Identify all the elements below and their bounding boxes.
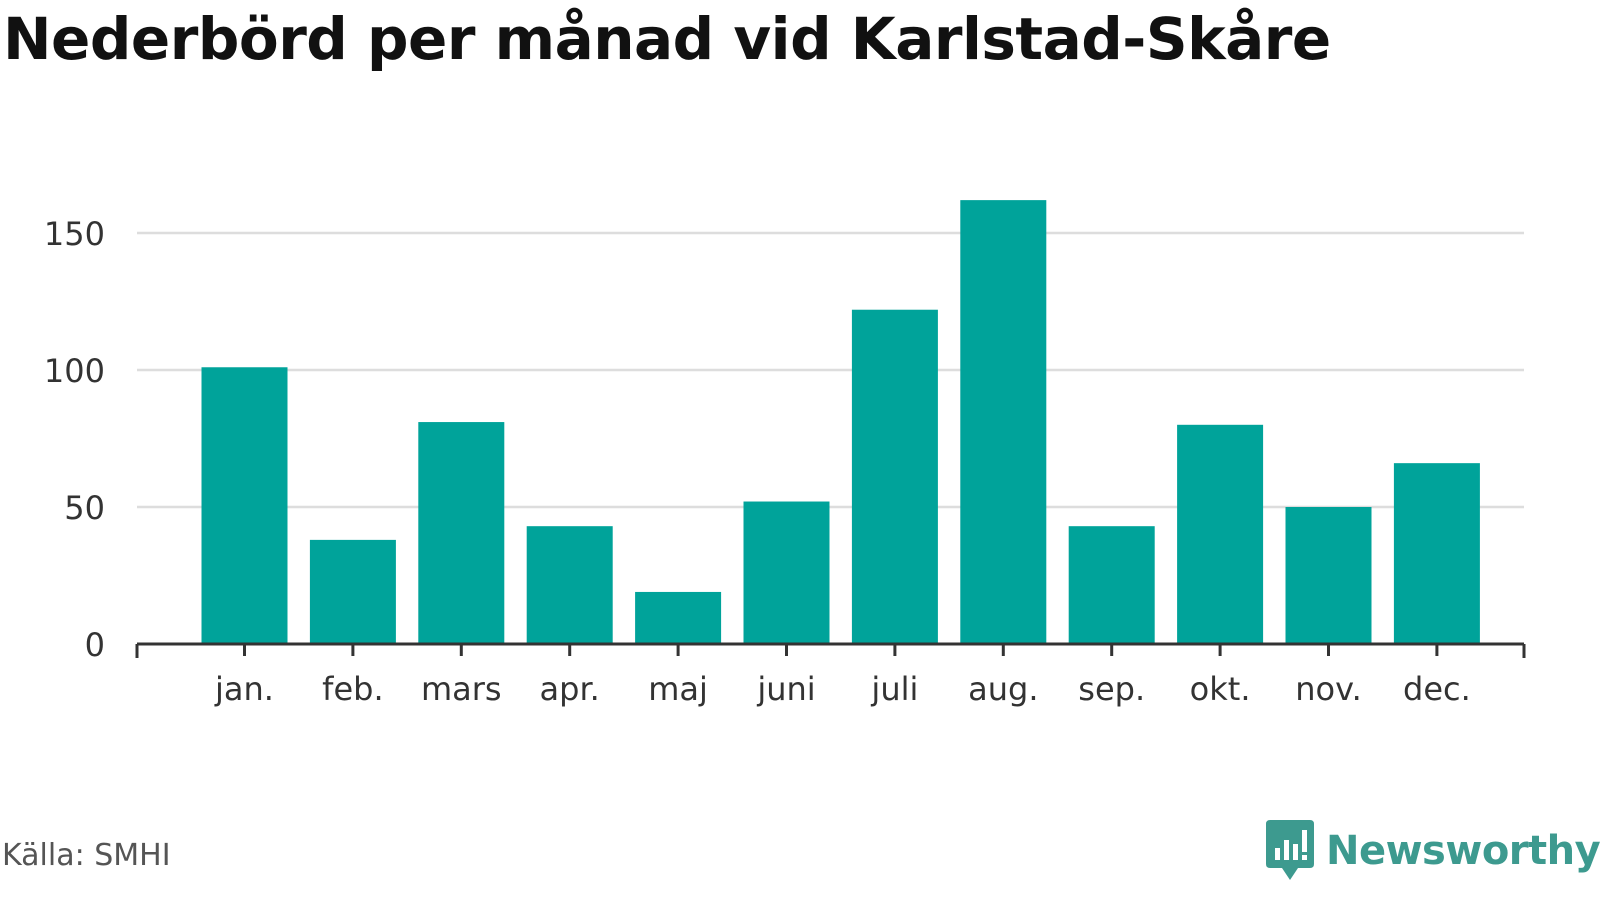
- gridlines: [137, 231, 1524, 509]
- bar: [1068, 526, 1155, 644]
- x-axis-tick-labels: jan. feb. mars apr. maj juni juli aug. sep. okt. n…: [214, 670, 1471, 708]
- x-tick-label: feb.: [322, 670, 383, 708]
- bar: [1177, 424, 1264, 644]
- bars: [201, 200, 1480, 644]
- bar: [743, 501, 830, 644]
- source-note: Källa: SMHI: [2, 838, 171, 873]
- bar: [851, 309, 938, 644]
- brand-logo[interactable]: Newsworthy: [1264, 816, 1600, 886]
- x-axis: [135, 642, 1526, 658]
- x-tick-label: dec.: [1403, 670, 1471, 708]
- y-tick-label: 0: [85, 626, 105, 664]
- x-tick-label: okt.: [1190, 670, 1251, 708]
- y-tick-label: 50: [64, 489, 105, 527]
- x-tick-label: apr.: [540, 670, 600, 708]
- chart-title: Nederbörd per månad vid Karlstad-Skåre: [3, 5, 1331, 73]
- x-tick-label: juli: [870, 670, 918, 708]
- bar: [1285, 507, 1372, 644]
- brand-name: Newsworthy: [1326, 828, 1600, 874]
- bar: [635, 591, 722, 644]
- x-tick-label: aug.: [968, 670, 1038, 708]
- x-tick-label: mars: [421, 670, 502, 708]
- bar: [309, 539, 396, 644]
- y-tick-label: 100: [44, 352, 105, 390]
- x-tick-label: jan.: [214, 670, 274, 708]
- bar: [201, 367, 288, 644]
- newsworthy-logo-icon: [1266, 820, 1314, 880]
- y-tick-label: 150: [44, 215, 105, 253]
- x-tick-label: maj: [648, 670, 708, 708]
- bar: [526, 526, 613, 644]
- bar: [1393, 463, 1480, 644]
- x-tick-label: sep.: [1078, 670, 1145, 708]
- bar: [960, 200, 1047, 644]
- x-tick-label: nov.: [1295, 670, 1361, 708]
- bar: [418, 422, 505, 644]
- x-tick-label: juni: [756, 670, 815, 708]
- y-axis-tick-labels: 0 50 100 150: [44, 215, 105, 664]
